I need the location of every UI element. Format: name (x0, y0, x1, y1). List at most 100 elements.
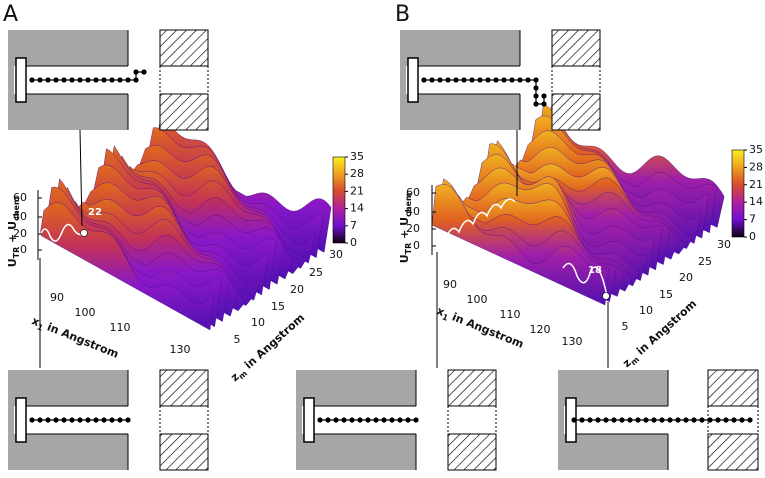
z-axis-title-part: + U (398, 217, 411, 243)
surfaces (39, 103, 725, 331)
bead (341, 417, 347, 423)
bead (349, 417, 355, 423)
z-tick-label: 60 (13, 191, 27, 204)
bead (85, 77, 91, 83)
z-tick-label: 0 (413, 239, 420, 252)
zm-tick-label: 15 (271, 300, 285, 313)
colorbar-tick-label: 28 (749, 160, 763, 173)
zm-tick-label: 20 (290, 283, 304, 296)
annotation: 18 (588, 265, 602, 276)
bead (453, 77, 459, 83)
x1-tick-label: 90 (443, 278, 457, 291)
trajectory (562, 262, 608, 297)
bead (93, 417, 99, 423)
bead (29, 77, 35, 83)
bead (389, 417, 395, 423)
bead (365, 417, 371, 423)
z-tick-label: 60 (406, 186, 420, 199)
bead (101, 77, 107, 83)
bead (29, 417, 35, 423)
bead (373, 417, 379, 423)
pointer-lines (39, 129, 609, 368)
bead (397, 417, 403, 423)
bead (77, 417, 83, 423)
bead (117, 417, 123, 423)
annotation: 22 (88, 207, 102, 218)
colorbar-tick-label: 7 (749, 213, 756, 226)
bead (101, 417, 107, 423)
bead (53, 417, 59, 423)
colorbar-tick-label: 0 (350, 236, 357, 249)
bead (333, 417, 339, 423)
colorbar-tick-label: 35 (350, 150, 364, 163)
bead (595, 417, 601, 423)
bead (461, 77, 467, 83)
zm-tick-label: 15 (659, 288, 673, 301)
bead (627, 417, 633, 423)
zm-axis-title: zm in Angstrom (620, 297, 700, 371)
bead (125, 77, 131, 83)
bead (37, 417, 43, 423)
x1-tick-label: 130 (562, 335, 583, 348)
bead (45, 77, 51, 83)
bead (405, 417, 411, 423)
bead (501, 77, 507, 83)
bead (325, 417, 331, 423)
x1-tick-label: 110 (110, 321, 131, 334)
z-axis-title-part: U (398, 254, 411, 263)
trajectory (39, 223, 86, 242)
bead (445, 77, 451, 83)
colorbar-tick-label: 7 (350, 219, 357, 232)
bead (723, 417, 729, 423)
x1-tick-label: 130 (170, 343, 191, 356)
bead (509, 77, 515, 83)
x1-axis-title-part: 1 (36, 322, 45, 333)
bead (715, 417, 721, 423)
bead (485, 77, 491, 83)
bead (37, 77, 43, 83)
bead (603, 417, 609, 423)
bead (675, 417, 681, 423)
bead (133, 69, 139, 75)
bead (45, 417, 51, 423)
bead (109, 77, 115, 83)
x1-tick-label: 100 (467, 293, 488, 306)
zm-tick-label: 30 (717, 238, 731, 251)
bead (651, 417, 657, 423)
bead (421, 77, 427, 83)
bead (699, 417, 705, 423)
zm-tick-label: 25 (698, 255, 712, 268)
bead (141, 69, 147, 75)
bead (69, 77, 75, 83)
chain-bond (32, 71, 144, 81)
x1-tick-label: 100 (75, 306, 96, 319)
bead (85, 417, 91, 423)
bead (533, 77, 539, 83)
marker (80, 229, 88, 237)
colorbar (332, 156, 346, 244)
bead (77, 77, 83, 83)
bead (61, 417, 67, 423)
bead (117, 77, 123, 83)
z-axis-title-part: TR (12, 247, 21, 259)
z-tick-label: 20 (406, 222, 420, 235)
zm-axis-title-part: in Angstrom (239, 311, 307, 374)
z-axis-title: UTR + Uchem (6, 197, 21, 268)
bead (437, 77, 443, 83)
zm-tick-label: 20 (679, 271, 693, 284)
bead (69, 417, 75, 423)
bead (533, 93, 539, 99)
marker (602, 292, 610, 300)
bead (683, 417, 689, 423)
z-tick-label: 40 (13, 210, 27, 223)
colorbar-tick-label: 14 (350, 202, 364, 215)
z-axis-title-part: TR (404, 243, 413, 255)
x1-axis-title-part: x (30, 314, 41, 329)
z-axis-title-part: U (6, 258, 19, 267)
bead (525, 77, 531, 83)
bead (93, 77, 99, 83)
bead (533, 85, 539, 91)
zm-tick-label: 10 (251, 316, 265, 329)
bead (587, 417, 593, 423)
